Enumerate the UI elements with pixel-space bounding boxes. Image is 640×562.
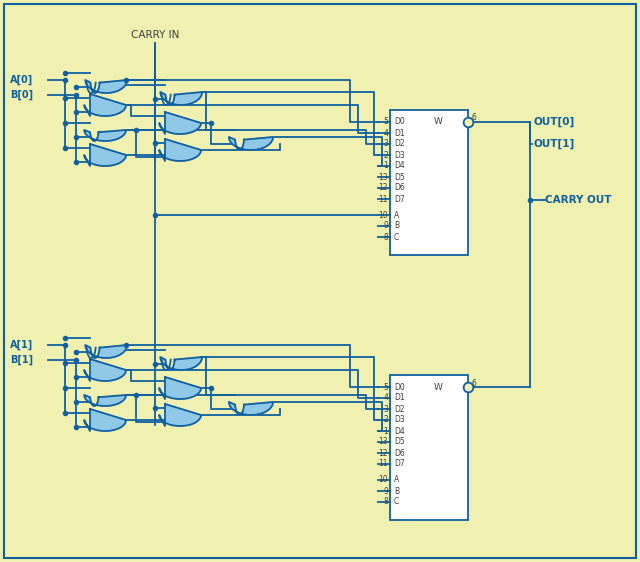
Text: D1: D1: [394, 129, 404, 138]
Text: D3: D3: [394, 151, 404, 160]
Text: D1: D1: [394, 393, 404, 402]
Text: D6: D6: [394, 448, 404, 457]
Text: 13: 13: [378, 437, 388, 446]
Polygon shape: [84, 94, 126, 116]
Text: A[1]: A[1]: [10, 340, 33, 350]
Text: 11: 11: [378, 460, 388, 469]
Text: D0: D0: [394, 383, 404, 392]
Polygon shape: [85, 345, 127, 358]
Text: 8: 8: [383, 497, 388, 506]
Text: D2: D2: [394, 139, 404, 148]
Text: C: C: [394, 233, 399, 242]
Text: A[0]: A[0]: [10, 75, 33, 85]
Text: 10: 10: [378, 211, 388, 220]
Text: 4: 4: [383, 129, 388, 138]
Text: 1: 1: [383, 427, 388, 436]
Polygon shape: [84, 130, 126, 141]
Text: 8: 8: [383, 233, 388, 242]
Polygon shape: [229, 137, 273, 150]
Polygon shape: [160, 357, 202, 370]
Polygon shape: [85, 80, 127, 93]
Polygon shape: [160, 92, 202, 105]
Text: 9: 9: [383, 487, 388, 496]
Polygon shape: [159, 377, 201, 399]
Text: D2: D2: [394, 405, 404, 414]
Text: A: A: [394, 475, 399, 484]
Text: OUT[1]: OUT[1]: [533, 139, 574, 149]
Text: 4: 4: [383, 393, 388, 402]
Polygon shape: [229, 402, 273, 415]
Polygon shape: [159, 112, 201, 134]
Text: 12: 12: [378, 448, 388, 457]
Text: 13: 13: [378, 173, 388, 182]
Text: D3: D3: [394, 415, 404, 424]
Text: 3: 3: [383, 405, 388, 414]
Text: D5: D5: [394, 437, 404, 446]
Text: 3: 3: [383, 139, 388, 148]
Text: 6: 6: [471, 114, 476, 123]
Text: 5: 5: [383, 383, 388, 392]
Text: C: C: [394, 497, 399, 506]
Text: B: B: [394, 221, 399, 230]
Text: 1: 1: [383, 161, 388, 170]
Text: 12: 12: [378, 184, 388, 193]
Text: W: W: [434, 117, 443, 126]
Text: A: A: [394, 211, 399, 220]
Text: D4: D4: [394, 427, 404, 436]
Text: D7: D7: [394, 194, 404, 203]
Text: CARRY OUT: CARRY OUT: [545, 195, 611, 205]
Text: D7: D7: [394, 460, 404, 469]
Polygon shape: [84, 395, 126, 406]
Bar: [390, 375, 468, 520]
Polygon shape: [84, 144, 126, 166]
Polygon shape: [84, 409, 126, 431]
Text: 2: 2: [383, 151, 388, 160]
Text: 2: 2: [383, 415, 388, 424]
Polygon shape: [159, 139, 201, 161]
Text: OUT[0]: OUT[0]: [533, 117, 574, 127]
Text: 9: 9: [383, 221, 388, 230]
Text: 10: 10: [378, 475, 388, 484]
Text: D0: D0: [394, 117, 404, 126]
Text: D6: D6: [394, 184, 404, 193]
Text: W: W: [434, 383, 443, 392]
Polygon shape: [159, 404, 201, 426]
Text: D5: D5: [394, 173, 404, 182]
Text: B[0]: B[0]: [10, 90, 33, 100]
Text: B[1]: B[1]: [10, 355, 33, 365]
Polygon shape: [84, 359, 126, 381]
Bar: [390, 110, 468, 255]
Text: D4: D4: [394, 161, 404, 170]
Text: 11: 11: [378, 194, 388, 203]
Text: B: B: [394, 487, 399, 496]
Text: CARRY IN: CARRY IN: [131, 30, 179, 40]
Text: 6: 6: [471, 378, 476, 388]
Text: 5: 5: [383, 117, 388, 126]
